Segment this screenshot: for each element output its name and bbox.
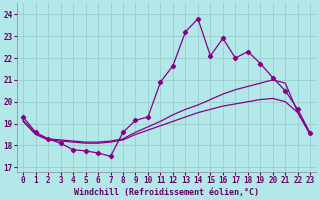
- X-axis label: Windchill (Refroidissement éolien,°C): Windchill (Refroidissement éolien,°C): [74, 188, 259, 197]
